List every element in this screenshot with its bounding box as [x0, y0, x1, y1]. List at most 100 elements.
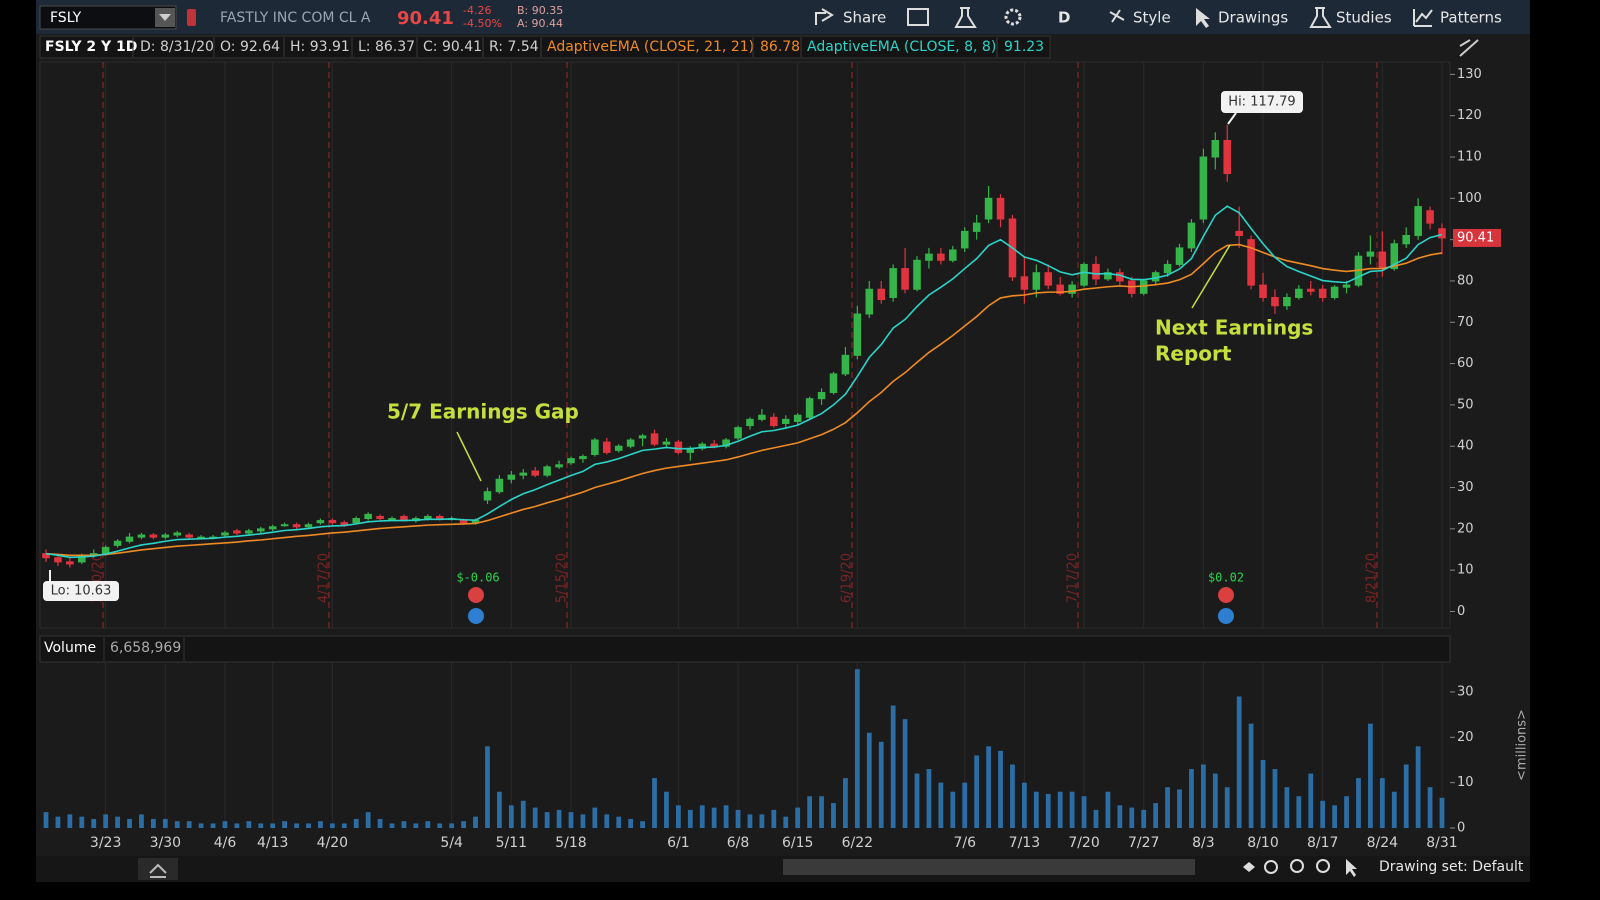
dividend-icon[interactable] — [1218, 608, 1234, 624]
volume-bar — [592, 807, 598, 828]
x-tick-label: 7/20 — [1068, 835, 1099, 851]
volume-bar — [556, 809, 562, 828]
x-tick-label: 8/10 — [1247, 835, 1278, 851]
volume-bar — [1010, 764, 1015, 828]
studies-button[interactable]: Studies — [1336, 9, 1392, 27]
last-price: 90.41 — [397, 8, 454, 29]
pan-icon[interactable] — [1243, 862, 1255, 872]
volume-bar — [329, 823, 335, 828]
volume-bar — [174, 821, 180, 828]
candle-body — [1199, 156, 1208, 220]
volume-bar — [854, 669, 860, 828]
candle-body — [1080, 263, 1088, 286]
expiration-label: 6/19/20 — [840, 553, 855, 603]
earnings-icon[interactable] — [1218, 587, 1234, 603]
volume-bar — [55, 816, 61, 828]
volume-bar — [675, 805, 681, 828]
settings-icon[interactable] — [1004, 8, 1022, 26]
candle-body — [483, 491, 492, 501]
volume-bar — [831, 803, 836, 828]
x-tick-label: 8/17 — [1307, 835, 1338, 851]
volume-bar — [950, 791, 956, 828]
candle-body — [1032, 272, 1041, 290]
candle-body — [722, 439, 730, 447]
candle-body — [877, 288, 885, 301]
volume-bar — [318, 821, 323, 828]
candle-body — [519, 472, 528, 476]
cursor-icon[interactable] — [1346, 859, 1357, 877]
candle-body — [316, 520, 325, 524]
link-indicator[interactable] — [187, 9, 196, 26]
volume-bar — [67, 814, 73, 828]
symbol: FSLY — [50, 10, 82, 26]
candle-body — [507, 474, 516, 480]
volume-bar — [1391, 791, 1397, 828]
style-button[interactable]: Style — [1133, 9, 1171, 27]
chart-menu-icon[interactable] — [1459, 39, 1479, 57]
drawings-button[interactable]: Drawings — [1218, 9, 1288, 27]
volume-bar — [1129, 807, 1135, 828]
drawings-icon — [1196, 8, 1210, 28]
earnings-icon[interactable] — [468, 587, 484, 603]
volume-bar — [401, 821, 407, 828]
candle-body — [638, 435, 647, 439]
volume-bar — [664, 791, 669, 828]
volume-bar — [747, 814, 753, 828]
volume-bar — [306, 823, 311, 828]
volume-bar — [127, 818, 132, 828]
annotation-arrow — [1191, 244, 1231, 309]
candle-body — [626, 439, 635, 447]
lo-label: Lo: 10.63 — [51, 584, 112, 599]
expiration-label: 8/21/20 — [1365, 553, 1380, 603]
drawing-set[interactable]: Drawing set: Default — [1379, 859, 1524, 875]
y-tick-label: 20 — [1457, 730, 1474, 745]
percent-change: -4.50% — [463, 17, 502, 30]
candle-body — [1247, 239, 1255, 286]
patterns-button[interactable]: Patterns — [1440, 9, 1502, 27]
grid-icon[interactable] — [907, 8, 929, 26]
y-tick-label: 100 — [1457, 191, 1482, 206]
flask-icon[interactable] — [954, 7, 977, 28]
toolbar-buttons: Share D Style Drawings Studies Patterns — [815, 7, 1502, 28]
collapse-button[interactable] — [138, 858, 178, 880]
y-tick-label: 20 — [1457, 521, 1474, 536]
volume-bar — [1200, 764, 1206, 828]
candle-body — [376, 515, 384, 520]
aggregation-button[interactable]: D — [1058, 9, 1070, 27]
candle-body — [388, 518, 396, 521]
candle-body — [674, 441, 683, 453]
volume-bar — [497, 791, 502, 828]
volume-bar — [1177, 789, 1182, 828]
candle-body — [161, 534, 170, 538]
scrollbar[interactable] — [783, 859, 1195, 875]
candle-body — [245, 530, 253, 534]
share-button[interactable]: Share — [843, 9, 886, 27]
net-change: -4.26 — [463, 4, 491, 17]
volume-bar — [210, 823, 216, 828]
dividend-icon[interactable] — [468, 608, 484, 624]
crosshair-icon[interactable] — [1264, 860, 1278, 874]
candle-body — [829, 373, 838, 394]
candle-body — [1187, 222, 1196, 249]
candle-body — [1139, 280, 1148, 294]
candle-body — [925, 253, 933, 261]
candle-body — [1306, 288, 1315, 292]
legend-separators — [132, 37, 998, 57]
candle-body — [781, 418, 790, 424]
candle-body — [292, 524, 301, 528]
candle-body — [1056, 284, 1064, 294]
candle-body — [1068, 284, 1076, 294]
volume-bar — [520, 800, 526, 828]
symbol-box[interactable] — [39, 5, 177, 30]
candle-body — [173, 532, 182, 536]
candle-body — [1378, 251, 1387, 270]
x-tick-label: 6/1 — [667, 835, 690, 851]
volume-bar — [604, 814, 610, 828]
candle-body — [841, 354, 850, 375]
volume-bar — [640, 821, 645, 828]
zoom-in-icon[interactable] — [1290, 859, 1304, 873]
zoom-out-icon[interactable] — [1316, 859, 1330, 873]
candle-body — [1390, 243, 1399, 270]
ask: A: 90.44 — [517, 17, 563, 30]
